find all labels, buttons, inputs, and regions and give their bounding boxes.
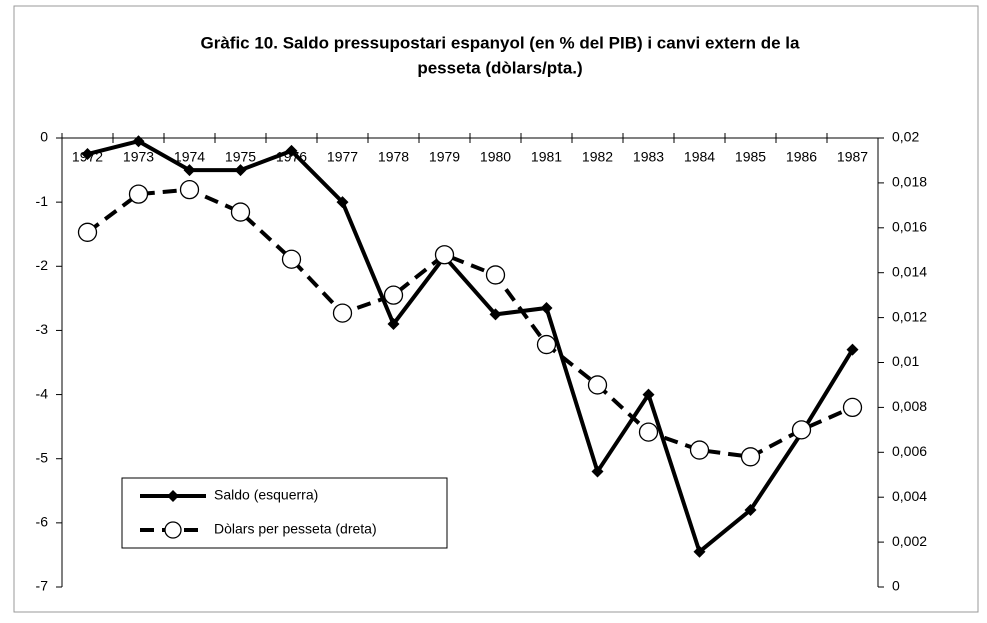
y2-tick-label: 0,016 (892, 219, 927, 235)
x-tick-label: 1985 (735, 149, 766, 165)
series-marker (846, 343, 859, 356)
x-tick-label: 1982 (582, 149, 613, 165)
y2-tick-label: 0,02 (892, 129, 919, 145)
y2-tick-label: 0,008 (892, 398, 927, 414)
y2-tick-label: 0,01 (892, 353, 919, 369)
x-tick-label: 1978 (378, 149, 409, 165)
legend-label: Saldo (esquerra) (214, 487, 318, 503)
series-marker (383, 285, 404, 305)
x-tick-label: 1977 (327, 149, 358, 165)
series-marker (744, 504, 757, 517)
y-tick-label: -1 (36, 193, 49, 209)
legend-label: Dòlars per pesseta (dreta) (214, 521, 377, 537)
y2-tick-label: 0,004 (892, 488, 927, 504)
series-marker (642, 388, 655, 401)
y2-tick-label: 0,014 (892, 263, 927, 279)
x-tick-label: 1980 (480, 149, 511, 165)
y2-tick-label: 0,018 (892, 174, 927, 190)
series-marker (77, 222, 98, 242)
x-tick-label: 1981 (531, 149, 562, 165)
chart-title: pesseta (dòlars/pta.) (417, 58, 582, 77)
y-tick-label: -7 (36, 578, 49, 594)
series-marker (689, 440, 710, 460)
series-marker (183, 164, 196, 177)
series-marker (234, 164, 247, 177)
series-marker (281, 249, 302, 269)
y-tick-label: -2 (36, 257, 49, 273)
x-tick-label: 1983 (633, 149, 664, 165)
series-marker (332, 303, 353, 323)
series-line (86, 187, 854, 459)
series-marker (387, 318, 400, 331)
series-marker (740, 447, 761, 467)
x-tick-label: 1975 (225, 149, 256, 165)
y-tick-label: -3 (36, 321, 49, 337)
series-marker (591, 465, 604, 478)
x-tick-label: 1984 (684, 149, 715, 165)
y-tick-label: -4 (36, 385, 49, 401)
series-marker (540, 301, 553, 314)
series-marker (81, 148, 94, 161)
x-tick-label: 1979 (429, 149, 460, 165)
series-marker (179, 179, 200, 200)
y2-tick-label: 0,002 (892, 533, 927, 549)
x-tick-label: 1974 (174, 149, 205, 165)
series-marker (489, 308, 502, 321)
series-marker (842, 397, 863, 418)
series-marker (791, 420, 812, 440)
series-marker (693, 545, 706, 558)
y-tick-label: -5 (36, 449, 49, 465)
y2-tick-label: 0 (892, 578, 900, 594)
series-marker (230, 202, 251, 222)
y-tick-label: -6 (36, 514, 49, 530)
series-marker (336, 196, 349, 209)
x-tick-label: 1973 (123, 149, 154, 165)
series-marker (128, 184, 149, 204)
series-marker (638, 422, 659, 442)
series-marker (485, 265, 506, 285)
legend-marker (164, 521, 182, 539)
legend-marker (167, 490, 179, 502)
chart-title: Gràfic 10. Saldo pressupostari espanyol … (201, 33, 801, 52)
series-marker (132, 135, 145, 148)
series-marker (536, 334, 557, 355)
series-marker (285, 144, 298, 157)
x-tick-label: 1987 (837, 149, 868, 165)
series-marker (587, 375, 608, 395)
y2-tick-label: 0,006 (892, 443, 927, 459)
y-tick-label: 0 (40, 129, 48, 145)
y2-tick-label: 0,012 (892, 308, 927, 324)
series-line (87, 139, 855, 556)
series-marker (434, 245, 455, 265)
x-tick-label: 1986 (786, 149, 817, 165)
